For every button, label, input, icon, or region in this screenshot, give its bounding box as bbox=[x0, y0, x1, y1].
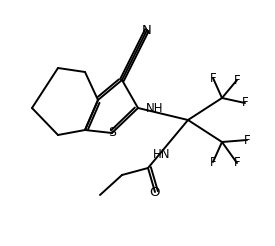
Text: NH: NH bbox=[146, 102, 164, 114]
Text: F: F bbox=[244, 134, 250, 147]
Text: F: F bbox=[234, 74, 240, 87]
Text: F: F bbox=[234, 156, 240, 169]
Text: F: F bbox=[242, 96, 248, 109]
Text: F: F bbox=[210, 155, 216, 169]
Text: F: F bbox=[210, 72, 216, 84]
Text: HN: HN bbox=[153, 149, 171, 162]
Text: S: S bbox=[108, 126, 116, 139]
Text: N: N bbox=[142, 24, 152, 36]
Text: O: O bbox=[150, 185, 160, 199]
